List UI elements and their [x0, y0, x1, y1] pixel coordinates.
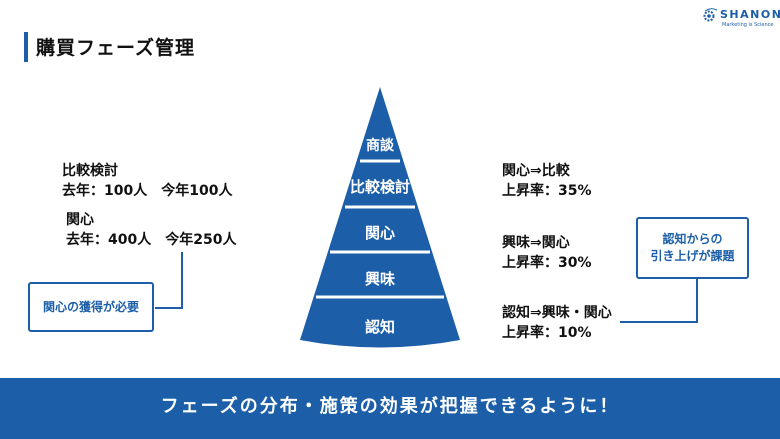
stage-negotiation: 商談 — [366, 138, 394, 154]
interest-stats-title: 関心 — [66, 212, 94, 228]
footer-banner — [0, 378, 780, 439]
logo-wordmark: SHANON — [720, 8, 780, 21]
conversion-rate: 上昇率：10% — [502, 325, 592, 341]
gear-swoosh-icon — [703, 8, 718, 22]
interest-stats-values: 去年：400人 今年250人 — [66, 232, 237, 248]
conversion-label: 興味⇒関心 — [502, 235, 570, 251]
conversion-rate: 上昇率：30% — [502, 255, 592, 271]
awareness-lift-line2: 引き上げが課題 — [650, 249, 735, 263]
acquire-interest-text: 関心の獲得が必要 — [42, 299, 139, 314]
company-logo: SHANON Marketing is Science — [702, 6, 780, 36]
awareness-lift-callout: 認知からの 引き上げが課題 — [636, 217, 749, 279]
pyramid-graphic — [300, 87, 460, 348]
conversion-label: 関心⇒比較 — [502, 163, 570, 179]
stage-curiosity: 興味 — [364, 270, 395, 288]
conversion-label: 認知⇒興味・関心 — [502, 305, 612, 321]
stage-awareness: 認知 — [364, 318, 395, 336]
conversion-rate: 上昇率：35% — [502, 183, 592, 199]
stage-comparison: 比較検討 — [349, 178, 410, 196]
awareness-lift-line1: 認知からの — [662, 232, 723, 246]
title-accent-bar — [24, 32, 28, 62]
page-title: 購買フェーズ管理 — [36, 37, 196, 59]
stage-interest: 関心 — [364, 224, 395, 242]
footer-message: フェーズの分布・施策の効果が把握できるように！ — [160, 396, 620, 417]
acquire-interest-callout: 関心の獲得が必要 — [28, 282, 154, 332]
compare-stats-title: 比較検討 — [62, 163, 118, 179]
compare-stats-values: 去年：100人 今年100人 — [62, 183, 233, 199]
funnel-pyramid: 商談 比較検討 関心 興味 認知 — [270, 85, 490, 355]
logo-tagline: Marketing is Science — [722, 22, 774, 28]
